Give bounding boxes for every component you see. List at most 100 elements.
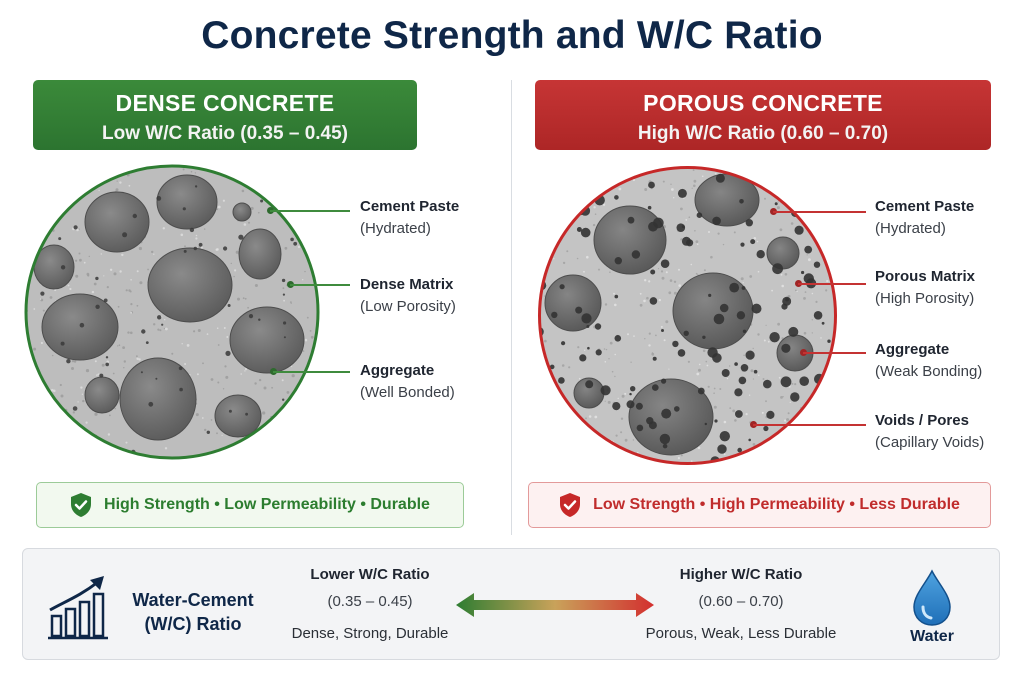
texture-dot	[40, 341, 43, 345]
texture-dot	[310, 335, 314, 339]
texture-dot	[30, 436, 34, 440]
texture-dot	[770, 445, 772, 447]
texture-dot	[82, 399, 85, 403]
texture-dot	[756, 240, 759, 243]
texture-dot	[561, 364, 565, 367]
texture-dot	[550, 211, 553, 215]
texture-dot	[183, 249, 187, 253]
texture-dot	[297, 245, 301, 249]
texture-dot	[761, 178, 764, 181]
texture-dot	[280, 430, 283, 432]
texture-dot	[781, 284, 784, 288]
texture-dot	[106, 360, 109, 364]
texture-dot	[763, 446, 774, 458]
texture-dot	[139, 281, 143, 285]
dense-matrix-label: Dense Matrix (Low Porosity)	[360, 276, 456, 315]
texture-dot	[195, 234, 198, 237]
texture-dot	[290, 302, 292, 304]
texture-dot	[630, 386, 636, 392]
texture-dot	[780, 376, 792, 388]
texture-dot	[93, 282, 97, 286]
texture-dot	[696, 243, 699, 245]
texture-dot	[710, 255, 713, 259]
texture-dot	[774, 202, 778, 206]
texture-dot	[311, 230, 315, 234]
texture-dot	[723, 460, 727, 463]
texture-dot	[42, 309, 45, 312]
porous-matrix-label: Porous Matrix (High Porosity)	[875, 268, 976, 307]
texture-dot	[233, 275, 235, 278]
texture-dot	[49, 296, 53, 299]
texture-dot	[568, 366, 571, 369]
porous-status-text: Low Strength • High Permeability • Less …	[593, 496, 960, 513]
texture-dot	[29, 192, 32, 195]
texture-dot	[539, 370, 545, 380]
texture-dot	[672, 340, 679, 348]
texture-dot	[690, 263, 693, 266]
texture-dot	[248, 221, 250, 224]
texture-dot	[242, 297, 245, 300]
texture-dot	[254, 284, 258, 287]
texture-dot	[193, 246, 197, 251]
dense-aggregate-leader	[273, 371, 350, 373]
texture-dot	[141, 329, 146, 334]
texture-dot	[181, 343, 183, 345]
texture-dot	[539, 215, 541, 218]
texture-dot	[702, 349, 706, 353]
texture-dot	[818, 191, 823, 196]
texture-dot	[620, 431, 623, 434]
center-divider	[511, 80, 512, 535]
texture-dot	[688, 216, 691, 218]
texture-dot	[827, 339, 831, 343]
texture-dot	[757, 270, 760, 273]
texture-dot	[713, 313, 725, 325]
texture-dot	[86, 272, 90, 276]
texture-dot	[200, 246, 203, 249]
texture-dot	[539, 457, 547, 464]
texture-dot	[226, 336, 229, 338]
texture-dot	[304, 205, 308, 210]
texture-dot	[262, 411, 266, 415]
texture-dot	[811, 466, 812, 467]
lower-wc-ratio-block: Lower W/C Ratio (0.35 – 0.45) Dense, Str…	[291, 566, 449, 642]
texture-dot	[22, 188, 24, 190]
texture-dot	[281, 379, 284, 382]
texture-dot	[535, 194, 536, 196]
texture-dot	[719, 303, 729, 313]
texture-dot	[655, 334, 657, 337]
texture-dot	[121, 253, 124, 257]
texture-dot	[741, 286, 746, 290]
texture-dot	[656, 466, 659, 468]
texture-dot	[765, 324, 767, 326]
texture-dot	[550, 219, 552, 221]
texture-dot	[764, 197, 766, 200]
texture-dot	[723, 453, 726, 456]
texture-dot	[722, 243, 725, 246]
texture-dot	[291, 374, 295, 378]
texture-dot	[831, 207, 835, 210]
texture-dot	[37, 381, 40, 383]
texture-dot	[811, 292, 814, 295]
texture-dot	[305, 383, 310, 387]
texture-dot	[73, 225, 78, 230]
texture-dot	[647, 205, 652, 210]
texture-dot	[59, 195, 62, 199]
texture-dot	[304, 338, 308, 342]
texture-dot	[113, 272, 117, 276]
texture-dot	[740, 242, 745, 247]
texture-dot	[685, 219, 688, 221]
texture-dot	[789, 448, 799, 458]
texture-dot	[661, 329, 664, 332]
texture-dot	[66, 359, 71, 364]
texture-dot	[632, 178, 635, 182]
texture-dot	[592, 223, 596, 227]
dense-concrete-cross-section	[22, 164, 320, 460]
dense-matrix-leader	[290, 284, 350, 286]
texture-dot	[79, 166, 83, 170]
texture-dot	[837, 190, 839, 192]
texture-dot	[155, 377, 158, 380]
texture-dot	[578, 377, 581, 380]
texture-dot	[562, 261, 566, 265]
texture-dot	[162, 227, 165, 230]
texture-dot	[577, 346, 580, 349]
